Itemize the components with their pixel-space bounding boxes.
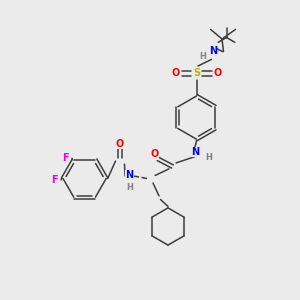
Text: N: N — [191, 147, 199, 157]
Text: N: N — [209, 46, 217, 56]
Text: F: F — [62, 153, 69, 163]
Text: N: N — [125, 170, 133, 181]
Text: H: H — [127, 183, 133, 192]
Text: O: O — [171, 68, 180, 79]
Text: F: F — [51, 175, 58, 185]
Text: O: O — [213, 68, 222, 79]
Text: O: O — [150, 148, 159, 159]
Text: S: S — [193, 68, 200, 79]
Text: O: O — [116, 139, 124, 149]
Text: H: H — [200, 52, 206, 61]
Text: H: H — [206, 153, 212, 162]
